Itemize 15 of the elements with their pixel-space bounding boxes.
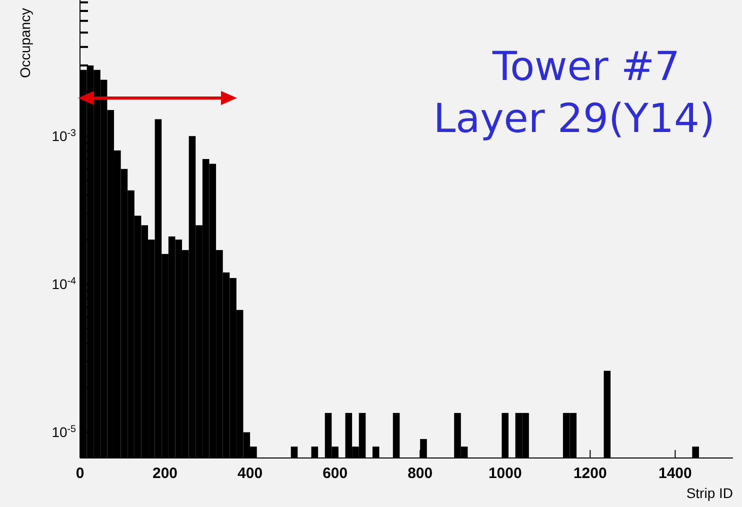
x-tick-label: 0 [76,465,84,482]
x-tick-label: 1200 [573,465,607,482]
annotation: Layer 29(Y14) [433,96,715,142]
y-tick-label: 10$^{-3}$ [52,128,77,144]
x-tick-label: 600 [322,465,348,482]
y-tick-label: 10$^{-5}$ [52,424,77,440]
x-tick-label: 1000 [488,465,522,482]
x-tick-label: 200 [152,465,178,482]
annotation: Tower #7 [491,44,680,90]
y-tick-label: 10$^{-4}$ [52,276,77,292]
x-axis-title: Strip ID [686,485,733,501]
x-tick-label: 400 [238,465,263,482]
y-axis-title: Occupancy [17,8,33,78]
x-tick-label: 1400 [658,465,692,482]
x-tick-label: 800 [408,465,433,482]
